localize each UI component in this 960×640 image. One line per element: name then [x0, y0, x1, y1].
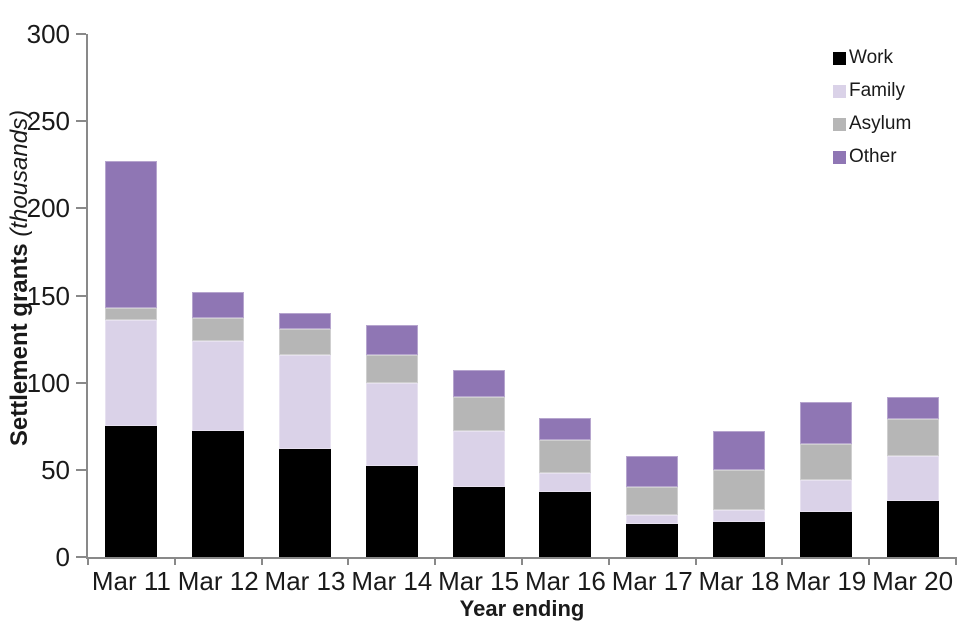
bar-segment-work-mar-14 [365, 466, 418, 557]
x-axis-category-label: Mar 17 [611, 566, 693, 596]
bar-segment-other-mar-19 [799, 401, 852, 444]
legend-swatch-family [833, 84, 846, 98]
bar-segment-other-mar-20 [886, 396, 939, 420]
bar-segment-other-mar-15 [452, 370, 505, 397]
bar-segment-family-mar-14 [365, 382, 418, 467]
legend-swatch-other [833, 150, 846, 164]
x-axis-category-label: Mar 13 [264, 566, 346, 596]
y-axis-tick-label: 300 [26, 19, 70, 49]
x-axis-tick [955, 557, 957, 565]
y-axis-tick-label: 200 [26, 193, 70, 224]
bar-segment-other-mar-13 [279, 312, 331, 329]
bar-segment-family-mar-13 [279, 354, 331, 449]
y-axis-tick-label: 250 [26, 106, 70, 137]
x-axis-tick [260, 557, 263, 565]
bar-segment-work-mar-11 [105, 426, 158, 557]
bar-segment-work-mar-17 [626, 523, 679, 557]
x-axis-tick [607, 557, 610, 565]
x-axis-tick [173, 557, 176, 565]
y-axis-tick [76, 294, 86, 297]
y-axis-tick-label: 50 [41, 454, 70, 485]
bar-segment-asylum-mar-19 [799, 443, 852, 481]
x-axis-tick [868, 557, 871, 565]
legend-item-asylum: Asylum [833, 114, 911, 134]
bar-segment-work-mar-12 [192, 431, 245, 557]
legend-label-other: Other [849, 146, 897, 167]
x-axis-tick [694, 557, 697, 565]
bar-segment-work-mar-19 [799, 511, 852, 557]
x-axis-category-label: Mar 14 [351, 566, 433, 596]
x-axis-tick [87, 557, 89, 565]
legend-swatch-work [833, 51, 846, 65]
y-axis-tick [76, 33, 86, 35]
x-axis-category-label: Mar 18 [698, 566, 780, 596]
y-axis-tick [76, 556, 86, 558]
y-axis-tick [76, 207, 86, 210]
y-axis-line [86, 34, 88, 559]
bar-segment-family-mar-15 [452, 431, 505, 488]
bar-segment-other-mar-18 [713, 431, 765, 470]
legend-item-other: Other [833, 147, 911, 167]
bar-segment-other-mar-16 [539, 417, 592, 441]
x-axis-tick [347, 557, 350, 565]
bar-segment-family-mar-11 [105, 319, 158, 427]
bar-segment-work-mar-20 [886, 501, 939, 557]
legend: Work Family Asylum Other [833, 48, 911, 180]
x-axis-category-label: Mar 11 [91, 566, 171, 596]
y-axis-tick-label: 100 [26, 367, 70, 398]
x-axis-tick [434, 557, 437, 565]
bar-segment-family-mar-18 [713, 509, 765, 523]
legend-item-family: Family [833, 81, 911, 101]
y-axis-tick-label: 150 [26, 280, 70, 311]
y-axis-tick [76, 120, 86, 123]
y-axis-title-main: Settlement grants [6, 243, 33, 447]
bar-segment-family-mar-17 [626, 515, 679, 524]
x-axis-title: Year ending [459, 596, 585, 621]
bar-segment-asylum-mar-11 [105, 307, 158, 320]
bar-segment-work-mar-15 [452, 487, 505, 557]
bar-segment-other-mar-11 [105, 161, 158, 308]
bar-segment-work-mar-13 [279, 448, 331, 557]
bar-segment-asylum-mar-12 [192, 318, 245, 341]
x-axis-tick [521, 557, 523, 565]
bar-segment-asylum-mar-14 [365, 354, 418, 383]
bar-segment-family-mar-16 [539, 473, 592, 493]
legend-label-asylum: Asylum [849, 113, 912, 134]
bar-segment-other-mar-12 [192, 292, 245, 319]
x-axis-tick [781, 557, 784, 565]
bar-segment-work-mar-16 [539, 492, 592, 557]
x-axis-category-label: Mar 12 [177, 566, 259, 596]
y-axis-tick [76, 468, 86, 471]
x-axis-category-label: Mar 16 [524, 566, 606, 596]
x-axis-category-label: Mar 19 [785, 566, 867, 596]
bar-segment-family-mar-19 [799, 480, 852, 512]
bar-segment-asylum-mar-16 [539, 440, 592, 474]
bar-segment-other-mar-14 [365, 325, 418, 355]
legend-label-work: Work [849, 47, 893, 68]
bar-segment-family-mar-20 [886, 455, 939, 502]
legend-swatch-asylum [833, 117, 846, 131]
bar-segment-asylum-mar-20 [886, 419, 939, 456]
bar-segment-asylum-mar-13 [279, 328, 331, 355]
y-axis-tick [76, 381, 86, 384]
bar-segment-family-mar-12 [192, 340, 245, 432]
bar-segment-other-mar-17 [626, 455, 679, 488]
legend-label-family: Family [849, 80, 905, 101]
legend-item-work: Work [833, 48, 911, 68]
bar-segment-asylum-mar-15 [452, 396, 505, 432]
bar-segment-asylum-mar-18 [713, 469, 765, 510]
x-axis-category-label: Mar 20 [872, 566, 954, 596]
x-axis-category-label: Mar 15 [438, 566, 520, 596]
bar-segment-asylum-mar-17 [626, 487, 679, 516]
bar-segment-work-mar-18 [713, 522, 765, 557]
y-axis-tick-label: 0 [55, 542, 70, 572]
